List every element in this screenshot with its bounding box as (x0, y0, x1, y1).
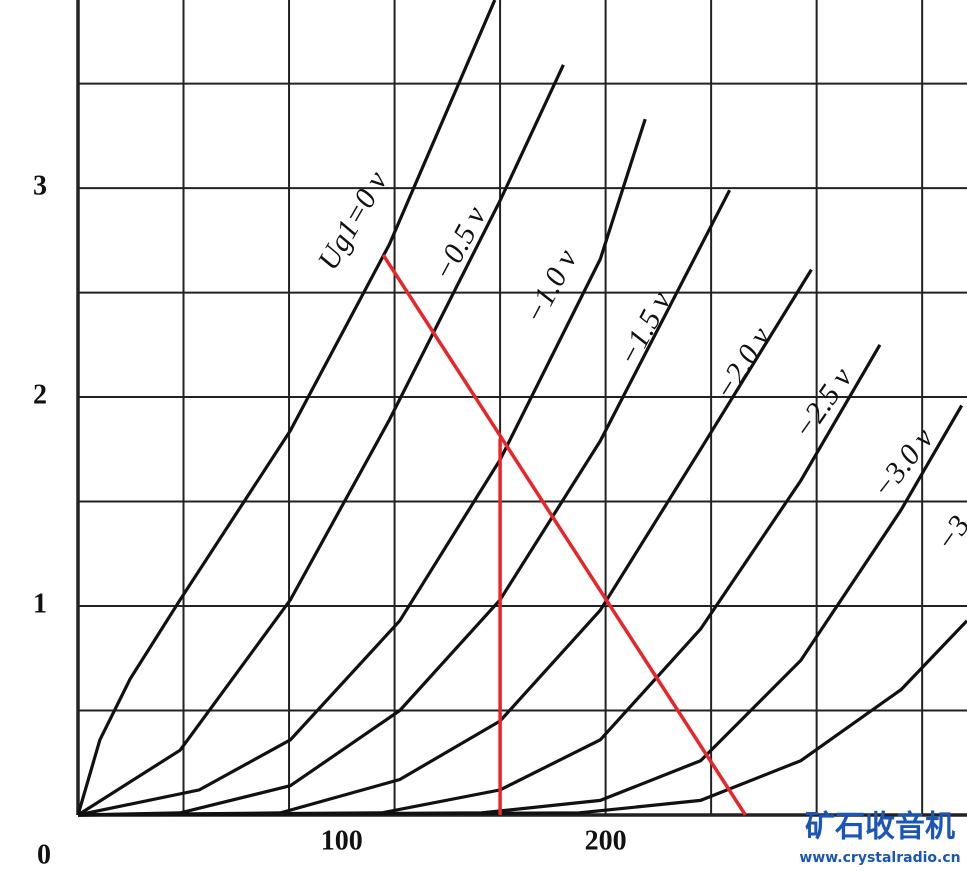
curve (77, 64, 565, 817)
watermark-url: www.crystalradio.cn (799, 850, 960, 866)
curve-label: −2.0 v (708, 321, 778, 406)
curve (77, 343, 882, 817)
curve-label: −0.5 v (427, 201, 493, 286)
load-line (381, 253, 747, 816)
x-tick-label: 100 (321, 825, 363, 856)
y-tick-label: 1 (33, 588, 47, 619)
curve-label: −1.0 v (518, 244, 584, 329)
watermark-title: 矿石收音机 (805, 810, 955, 845)
curve (77, 118, 647, 817)
curve (77, 619, 967, 817)
x-tick-label: 200 (585, 825, 627, 856)
y-tick-label: 3 (33, 170, 47, 201)
origin-label: 0 (37, 839, 51, 870)
curve-label: −3 (929, 510, 967, 558)
curve-label: −2.5 v (787, 361, 859, 445)
curve (76, 0, 497, 816)
curve-label: −1.5 v (612, 286, 678, 371)
y-tick-label: 2 (33, 379, 47, 410)
